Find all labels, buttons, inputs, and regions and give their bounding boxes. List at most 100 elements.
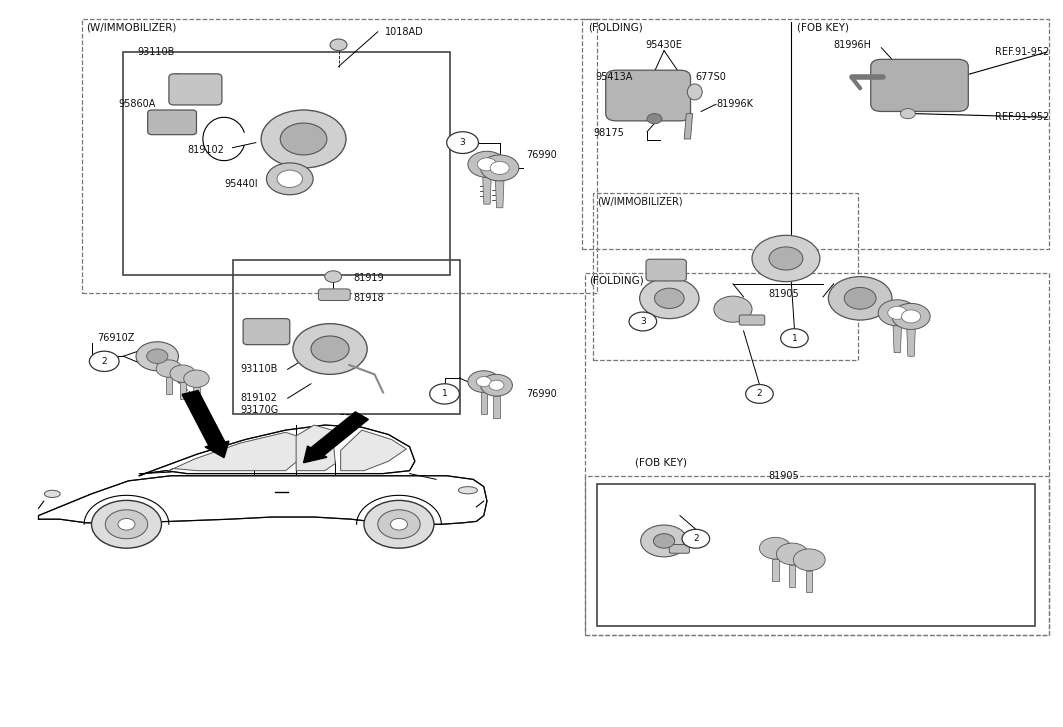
Text: 81905: 81905 — [769, 289, 799, 299]
Text: (W/IMMOBILIZER): (W/IMMOBILIZER) — [597, 197, 682, 207]
Circle shape — [170, 365, 196, 382]
Text: 677S0: 677S0 — [696, 73, 727, 82]
Polygon shape — [907, 329, 915, 356]
FancyBboxPatch shape — [606, 71, 691, 121]
Text: 95440I: 95440I — [224, 179, 257, 189]
Polygon shape — [166, 377, 172, 394]
Text: (FOLDING): (FOLDING) — [588, 23, 642, 33]
Text: (FOLDING): (FOLDING) — [589, 276, 643, 286]
Circle shape — [136, 342, 179, 371]
Text: 819102: 819102 — [187, 145, 224, 155]
Text: (FOB KEY): (FOB KEY) — [796, 23, 848, 33]
Circle shape — [901, 310, 921, 323]
Text: 93110B: 93110B — [240, 364, 277, 374]
Polygon shape — [139, 425, 415, 475]
Circle shape — [446, 132, 478, 153]
Circle shape — [476, 377, 491, 387]
FancyBboxPatch shape — [871, 60, 968, 111]
Circle shape — [776, 543, 808, 565]
Text: 95430E: 95430E — [645, 40, 682, 50]
Text: 2: 2 — [757, 390, 762, 398]
Circle shape — [745, 385, 773, 403]
Text: 81905: 81905 — [769, 471, 799, 481]
FancyBboxPatch shape — [670, 545, 690, 553]
Circle shape — [261, 110, 345, 168]
Circle shape — [888, 306, 907, 319]
Text: 2: 2 — [693, 534, 698, 543]
Circle shape — [490, 161, 509, 174]
Polygon shape — [193, 387, 200, 404]
Circle shape — [311, 336, 349, 362]
Text: 93170G: 93170G — [240, 405, 279, 415]
Text: 76990: 76990 — [526, 150, 557, 160]
Circle shape — [91, 500, 162, 548]
Text: REF.91-952: REF.91-952 — [995, 112, 1049, 122]
Circle shape — [714, 296, 752, 322]
Bar — [585, 273, 1049, 635]
Text: 3: 3 — [640, 317, 645, 326]
Polygon shape — [789, 565, 795, 587]
Text: 81919: 81919 — [353, 273, 384, 283]
Circle shape — [892, 303, 930, 329]
Circle shape — [900, 108, 915, 119]
Text: (FOB KEY): (FOB KEY) — [636, 458, 688, 467]
Bar — [597, 484, 1035, 626]
Bar — [583, 19, 1049, 249]
Text: 98175: 98175 — [593, 128, 624, 138]
Bar — [593, 193, 858, 360]
Circle shape — [641, 525, 688, 557]
Circle shape — [281, 123, 327, 155]
Polygon shape — [340, 430, 406, 470]
Circle shape — [480, 374, 512, 396]
Circle shape — [267, 163, 314, 195]
Text: 95860A: 95860A — [118, 99, 155, 109]
Circle shape — [330, 39, 347, 51]
Text: 1: 1 — [792, 334, 797, 342]
Circle shape — [390, 518, 407, 530]
Polygon shape — [483, 177, 491, 204]
Polygon shape — [685, 113, 693, 139]
Polygon shape — [480, 393, 487, 414]
Circle shape — [429, 384, 459, 404]
Circle shape — [468, 151, 506, 177]
Circle shape — [844, 287, 876, 309]
Text: 1: 1 — [442, 390, 448, 398]
Circle shape — [654, 534, 675, 548]
Polygon shape — [169, 433, 320, 470]
Circle shape — [655, 288, 685, 308]
Circle shape — [147, 349, 168, 364]
Circle shape — [828, 276, 892, 320]
Ellipse shape — [458, 486, 477, 494]
Text: 819102: 819102 — [240, 393, 276, 403]
Circle shape — [377, 510, 420, 539]
FancyBboxPatch shape — [739, 315, 764, 325]
Circle shape — [468, 371, 500, 393]
Circle shape — [769, 247, 803, 270]
Circle shape — [277, 170, 303, 188]
Polygon shape — [297, 425, 335, 470]
Circle shape — [629, 312, 657, 331]
Polygon shape — [806, 571, 812, 593]
FancyBboxPatch shape — [148, 110, 197, 134]
FancyArrow shape — [304, 412, 369, 462]
FancyBboxPatch shape — [243, 318, 290, 345]
Polygon shape — [495, 181, 504, 208]
Circle shape — [682, 529, 710, 548]
Polygon shape — [493, 396, 500, 418]
Circle shape — [364, 500, 434, 548]
Circle shape — [293, 324, 367, 374]
Circle shape — [480, 155, 519, 181]
Bar — [123, 52, 450, 275]
Text: REF.91-952: REF.91-952 — [995, 47, 1049, 57]
Circle shape — [325, 270, 341, 282]
Bar — [233, 260, 460, 414]
Circle shape — [477, 158, 496, 171]
Text: 95413A: 95413A — [595, 73, 632, 82]
Circle shape — [105, 510, 148, 539]
FancyArrow shape — [182, 390, 229, 458]
Bar — [82, 20, 597, 293]
Ellipse shape — [688, 84, 703, 100]
FancyBboxPatch shape — [646, 260, 687, 281]
Ellipse shape — [45, 490, 61, 497]
Circle shape — [118, 518, 135, 530]
